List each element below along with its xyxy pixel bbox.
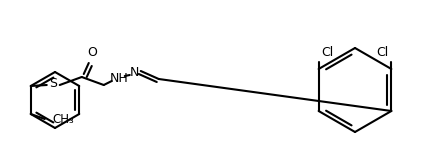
Text: CH₃: CH₃ (52, 113, 74, 126)
Text: S: S (49, 77, 57, 89)
Text: N: N (130, 65, 139, 79)
Text: O: O (86, 45, 96, 59)
Text: NH: NH (109, 71, 128, 85)
Text: Cl: Cl (321, 45, 333, 59)
Text: Cl: Cl (375, 45, 387, 59)
